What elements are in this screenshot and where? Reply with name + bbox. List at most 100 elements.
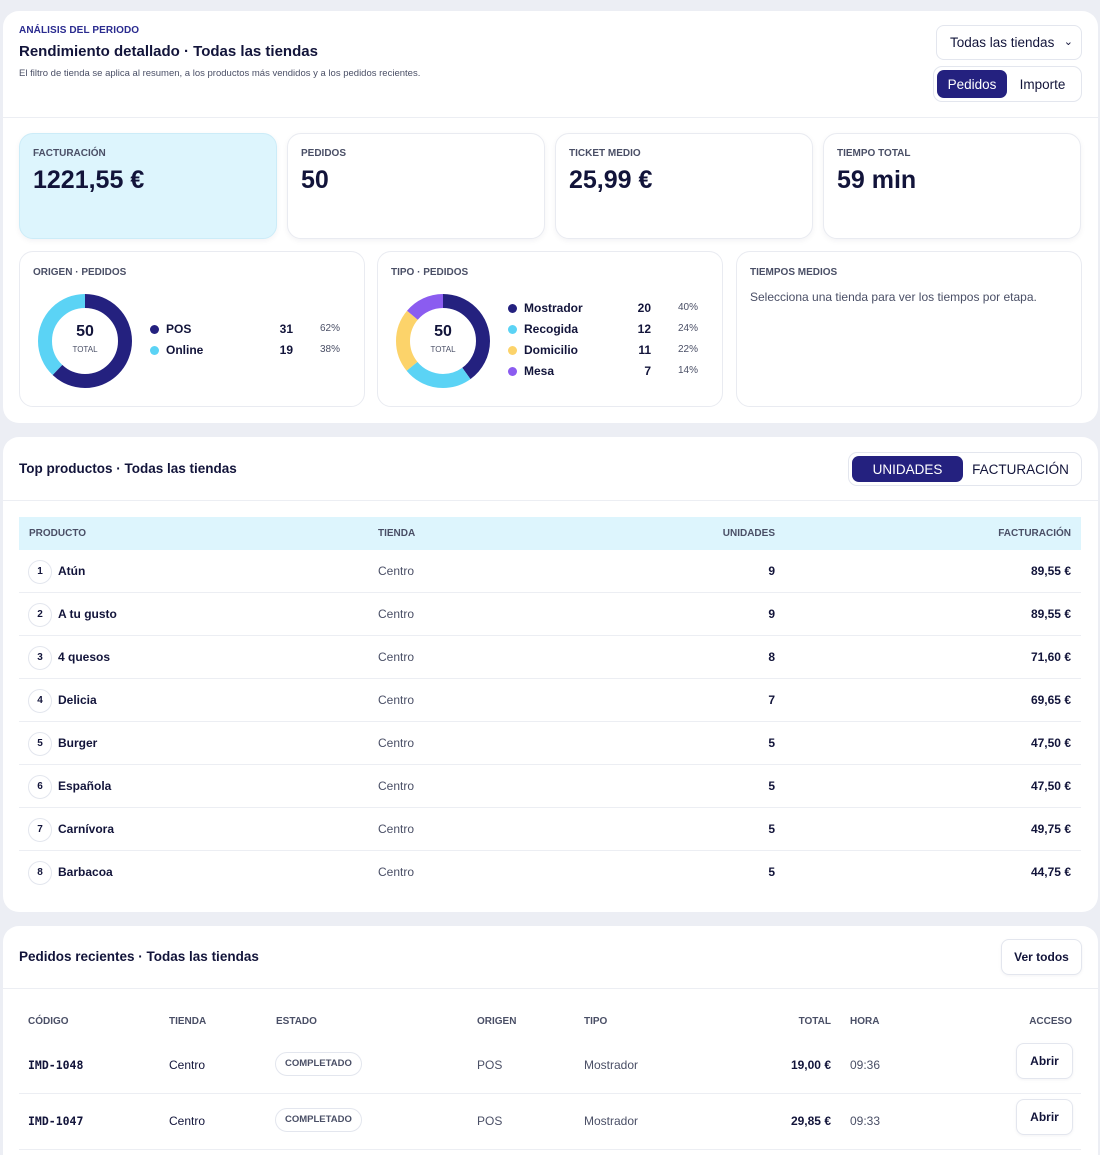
- legend-item-mesa: Mesa 7 14%: [508, 363, 708, 381]
- order-time: 09:36: [850, 1058, 881, 1072]
- rank-badge: 2: [28, 603, 52, 627]
- product-units: 5: [768, 822, 775, 836]
- toggle-pedidos[interactable]: Pedidos: [937, 70, 1007, 98]
- kpi-value: 59 min: [837, 166, 917, 194]
- type-total: 50: [434, 323, 452, 340]
- order-code: IMD-1047: [28, 1114, 84, 1128]
- origin-label: ORIGEN · PEDIDOS: [33, 267, 127, 278]
- divider: [3, 500, 1098, 501]
- order-total: 19,00 €: [790, 1058, 831, 1072]
- product-name: Burger: [58, 736, 98, 750]
- legend-item-domicilio: Domicilio 11 22%: [508, 342, 708, 360]
- product-name: 4 quesos: [58, 650, 111, 664]
- rank-badge: 5: [28, 732, 52, 756]
- legend-count: 7: [644, 364, 651, 378]
- order-origin: POS: [477, 1058, 503, 1072]
- kpi-label: PEDIDOS: [301, 148, 347, 159]
- product-units: 5: [768, 865, 775, 879]
- origin-total-label: TOTAL: [72, 345, 98, 354]
- legend-percent: 22%: [677, 344, 698, 355]
- order-origin: POS: [477, 1114, 503, 1128]
- toggle-facturacion[interactable]: FACTURACIÓN: [972, 461, 1069, 477]
- top-products-card: Top productos · Todas las tiendas UNIDAD…: [3, 437, 1098, 912]
- table-row: 2 A tu gusto Centro 9 89,55 €: [19, 593, 1081, 636]
- legend-percent: 40%: [677, 302, 698, 313]
- product-name: Española: [58, 779, 112, 793]
- toggle-importe[interactable]: Importe: [1019, 76, 1066, 92]
- product-revenue: 69,65 €: [1030, 693, 1071, 707]
- product-store: Centro: [378, 736, 415, 750]
- product-units: 9: [768, 564, 775, 578]
- rank-badge: 4: [28, 689, 52, 713]
- legend-name: Mesa: [524, 364, 555, 378]
- rank-badge: 8: [28, 861, 52, 885]
- toggle-unidades[interactable]: UNIDADES: [852, 456, 964, 482]
- chevron-down-icon: ⌄: [1063, 36, 1073, 48]
- table-row: 3 4 quesos Centro 8 71,60 €: [19, 636, 1081, 679]
- store-select[interactable]: Todas las tiendas ⌄: [936, 25, 1082, 60]
- order-time: 09:33: [850, 1114, 881, 1128]
- product-name: Carnívora: [58, 822, 115, 836]
- order-store: Centro: [169, 1114, 206, 1128]
- donut-segment-recogida: [396, 294, 490, 388]
- divider: [3, 117, 1098, 118]
- legend-percent: 14%: [677, 365, 698, 376]
- legend-dot: [508, 346, 517, 355]
- analysis-title: Rendimiento detallado · Todas las tienda…: [19, 43, 318, 60]
- col-producto: PRODUCTO: [29, 528, 87, 539]
- kpi-card-facturacion: FACTURACIÓN 1221,55 €: [19, 133, 277, 239]
- table-row: 6 Española Centro 5 47,50 €: [19, 765, 1081, 808]
- order-total: 29,85 €: [790, 1114, 831, 1128]
- products-table-header: PRODUCTO TIENDA UNIDADES FACTURACIÓN: [19, 517, 1081, 550]
- kpi-value: 25,99 €: [569, 166, 653, 194]
- analysis-subtitle: El filtro de tienda se aplica al resumen…: [19, 68, 421, 79]
- kpi-card-pedidos: PEDIDOS 50: [287, 133, 545, 239]
- legend-name: Mostrador: [524, 301, 583, 315]
- product-name: Delicia: [58, 693, 97, 707]
- store-select-value: Todas las tiendas: [950, 35, 1055, 50]
- table-row: 4 Delicia Centro 7 69,65 €: [19, 679, 1081, 722]
- col-origen: ORIGEN: [477, 1016, 517, 1027]
- type-total-label: TOTAL: [430, 345, 456, 354]
- legend-count: 31: [279, 322, 293, 336]
- kpi-label: TIEMPO TOTAL: [837, 148, 911, 159]
- product-name: A tu gusto: [58, 607, 117, 621]
- open-order-button[interactable]: Abrir: [1016, 1099, 1073, 1135]
- product-units: 9: [768, 607, 775, 621]
- view-all-button[interactable]: Ver todos: [1001, 939, 1082, 975]
- analysis-eyebrow: ANÁLISIS DEL PERIODO: [19, 25, 140, 36]
- donut-segment-online: [38, 294, 132, 388]
- rank-badge: 1: [28, 560, 52, 584]
- kpi-label: FACTURACIÓN: [33, 148, 106, 159]
- status-badge: COMPLETADO: [275, 1108, 362, 1132]
- status-badge: COMPLETADO: [275, 1052, 362, 1076]
- products-toggle: UNIDADES FACTURACIÓN: [848, 452, 1082, 486]
- legend-count: 20: [637, 301, 651, 315]
- product-revenue: 47,50 €: [1030, 736, 1071, 750]
- product-units: 5: [768, 736, 775, 750]
- product-units: 8: [768, 650, 775, 664]
- kpi-value: 1221,55 €: [33, 166, 145, 194]
- legend-count: 12: [637, 322, 651, 336]
- origin-total: 50: [76, 323, 94, 340]
- product-store: Centro: [378, 607, 415, 621]
- kpi-card-tiempo-total: TIEMPO TOTAL 59 min: [823, 133, 1081, 239]
- rank-badge: 3: [28, 646, 52, 670]
- product-store: Centro: [378, 779, 415, 793]
- product-store: Centro: [378, 564, 415, 578]
- kpi-label: TICKET MEDIO: [569, 148, 641, 159]
- divider: [3, 988, 1098, 989]
- product-store: Centro: [378, 693, 415, 707]
- order-type: Mostrador: [584, 1114, 639, 1128]
- kpi-card-ticket-medio: TICKET MEDIO 25,99 €: [555, 133, 813, 239]
- legend-count: 11: [638, 343, 651, 357]
- product-name: Barbacoa: [58, 865, 113, 879]
- type-donut-center: 50 TOTAL: [393, 291, 493, 391]
- open-order-button[interactable]: Abrir: [1016, 1043, 1073, 1079]
- product-revenue: 89,55 €: [1030, 564, 1071, 578]
- recent-orders-title: Pedidos recientes · Todas las tiendas: [19, 949, 259, 964]
- product-revenue: 47,50 €: [1030, 779, 1071, 793]
- times-panel: TIEMPOS MEDIOS Selecciona una tienda par…: [736, 251, 1082, 407]
- col-tipo: TIPO: [584, 1016, 608, 1027]
- recent-orders-card: Pedidos recientes · Todas las tiendas Ve…: [3, 926, 1098, 1155]
